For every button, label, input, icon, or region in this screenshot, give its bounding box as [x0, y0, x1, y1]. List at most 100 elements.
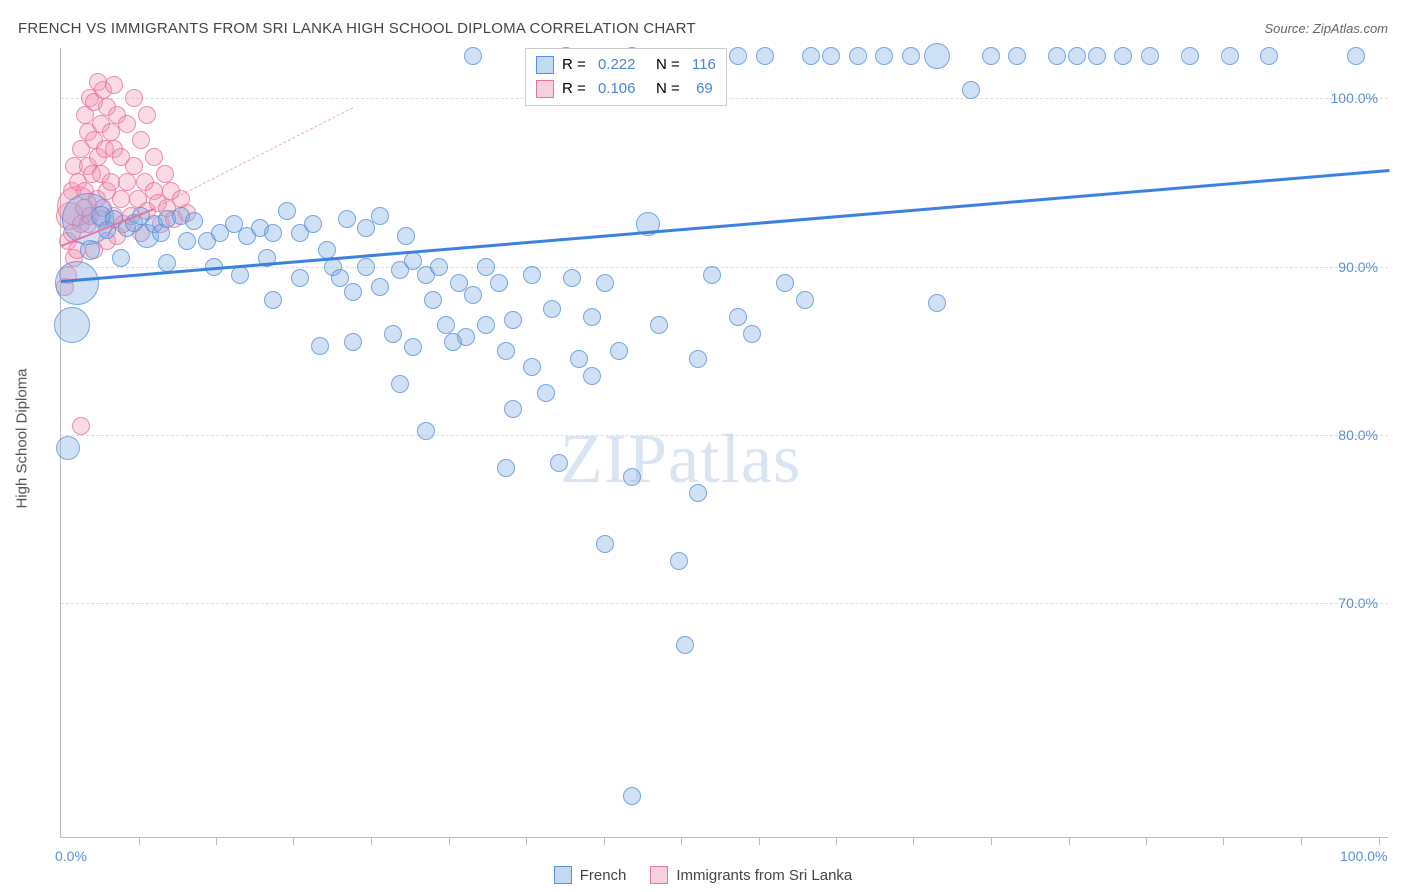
- data-point: [391, 375, 409, 393]
- x-tick: [526, 837, 527, 845]
- data-point: [1260, 47, 1278, 65]
- data-point: [417, 422, 435, 440]
- data-point: [55, 261, 99, 305]
- data-point: [105, 76, 123, 94]
- r-value-pink: 0.106: [598, 77, 636, 101]
- data-point: [703, 266, 721, 284]
- data-point: [344, 333, 362, 351]
- stat-label: N =: [643, 77, 688, 101]
- legend: French Immigrants from Sri Lanka: [0, 866, 1406, 884]
- swatch-pink-icon: [536, 80, 554, 98]
- trend-line: [154, 107, 354, 209]
- data-point: [178, 232, 196, 250]
- stat-label: R =: [562, 53, 590, 77]
- legend-item-french: French: [554, 866, 627, 884]
- data-point: [1181, 47, 1199, 65]
- data-point: [729, 47, 747, 65]
- data-point: [430, 258, 448, 276]
- n-value-pink: 69: [696, 77, 713, 101]
- data-point: [384, 325, 402, 343]
- x-tick: [1223, 837, 1224, 845]
- scatter-plot: 70.0% 80.0% 90.0% 100.0%: [60, 48, 1388, 838]
- data-point: [118, 173, 136, 191]
- data-point: [902, 47, 920, 65]
- data-point: [1114, 47, 1132, 65]
- data-point: [875, 47, 893, 65]
- data-point: [1141, 47, 1159, 65]
- x-tick: [681, 837, 682, 845]
- data-point: [924, 43, 950, 69]
- data-point: [357, 258, 375, 276]
- data-point: [304, 215, 322, 233]
- swatch-blue-icon: [554, 866, 572, 884]
- data-point: [689, 484, 707, 502]
- data-point: [291, 269, 309, 287]
- x-tick-label: 100.0%: [1340, 848, 1387, 864]
- data-point: [849, 47, 867, 65]
- r-value-blue: 0.222: [598, 53, 636, 77]
- data-point: [497, 459, 515, 477]
- data-point: [464, 47, 482, 65]
- x-tick: [1379, 837, 1380, 845]
- data-point: [504, 400, 522, 418]
- y-tick-label: 90.0%: [1338, 259, 1378, 275]
- data-point: [623, 468, 641, 486]
- x-tick: [1146, 837, 1147, 845]
- data-point: [437, 316, 455, 334]
- data-point: [72, 417, 90, 435]
- x-tick: [371, 837, 372, 845]
- x-tick: [216, 837, 217, 845]
- data-point: [650, 316, 668, 334]
- stat-label: N =: [643, 53, 683, 77]
- data-point: [404, 338, 422, 356]
- x-tick: [759, 837, 760, 845]
- data-point: [371, 278, 389, 296]
- data-point: [125, 157, 143, 175]
- x-tick: [913, 837, 914, 845]
- data-point: [132, 131, 150, 149]
- gridline-h: [61, 267, 1388, 268]
- n-value-blue: 116: [692, 53, 716, 77]
- gridline-h: [61, 603, 1388, 604]
- x-tick: [449, 837, 450, 845]
- stat-label: R =: [562, 77, 590, 101]
- data-point: [928, 294, 946, 312]
- data-point: [156, 165, 174, 183]
- x-tick: [836, 837, 837, 845]
- data-point: [1008, 47, 1026, 65]
- data-point: [504, 311, 522, 329]
- data-point: [112, 190, 130, 208]
- data-point: [1088, 47, 1106, 65]
- data-point: [118, 115, 136, 133]
- data-point: [80, 240, 100, 260]
- x-tick: [139, 837, 140, 845]
- data-point: [596, 274, 614, 292]
- data-point: [610, 342, 628, 360]
- data-point: [278, 202, 296, 220]
- data-point: [537, 384, 555, 402]
- stats-row-immigrants: R = 0.106 N = 69: [536, 77, 716, 101]
- data-point: [596, 535, 614, 553]
- y-tick-label: 70.0%: [1338, 595, 1378, 611]
- data-point: [689, 350, 707, 368]
- data-point: [477, 258, 495, 276]
- data-point: [344, 283, 362, 301]
- data-point: [54, 307, 90, 343]
- legend-item-immigrants: Immigrants from Sri Lanka: [650, 866, 852, 884]
- correlation-stats-box: R = 0.222 N = 116 R = 0.106 N = 69: [525, 48, 727, 106]
- source-attribution: Source: ZipAtlas.com: [1264, 21, 1388, 36]
- data-point: [497, 342, 515, 360]
- y-tick-label: 100.0%: [1331, 90, 1378, 106]
- data-point: [583, 308, 601, 326]
- x-tick: [604, 837, 605, 845]
- data-point: [1221, 47, 1239, 65]
- y-tick-label: 80.0%: [1338, 427, 1378, 443]
- data-point: [112, 249, 130, 267]
- data-point: [802, 47, 820, 65]
- data-point: [338, 210, 356, 228]
- data-point: [397, 227, 415, 245]
- data-point: [1347, 47, 1365, 65]
- data-point: [729, 308, 747, 326]
- data-point: [563, 269, 581, 287]
- data-point: [982, 47, 1000, 65]
